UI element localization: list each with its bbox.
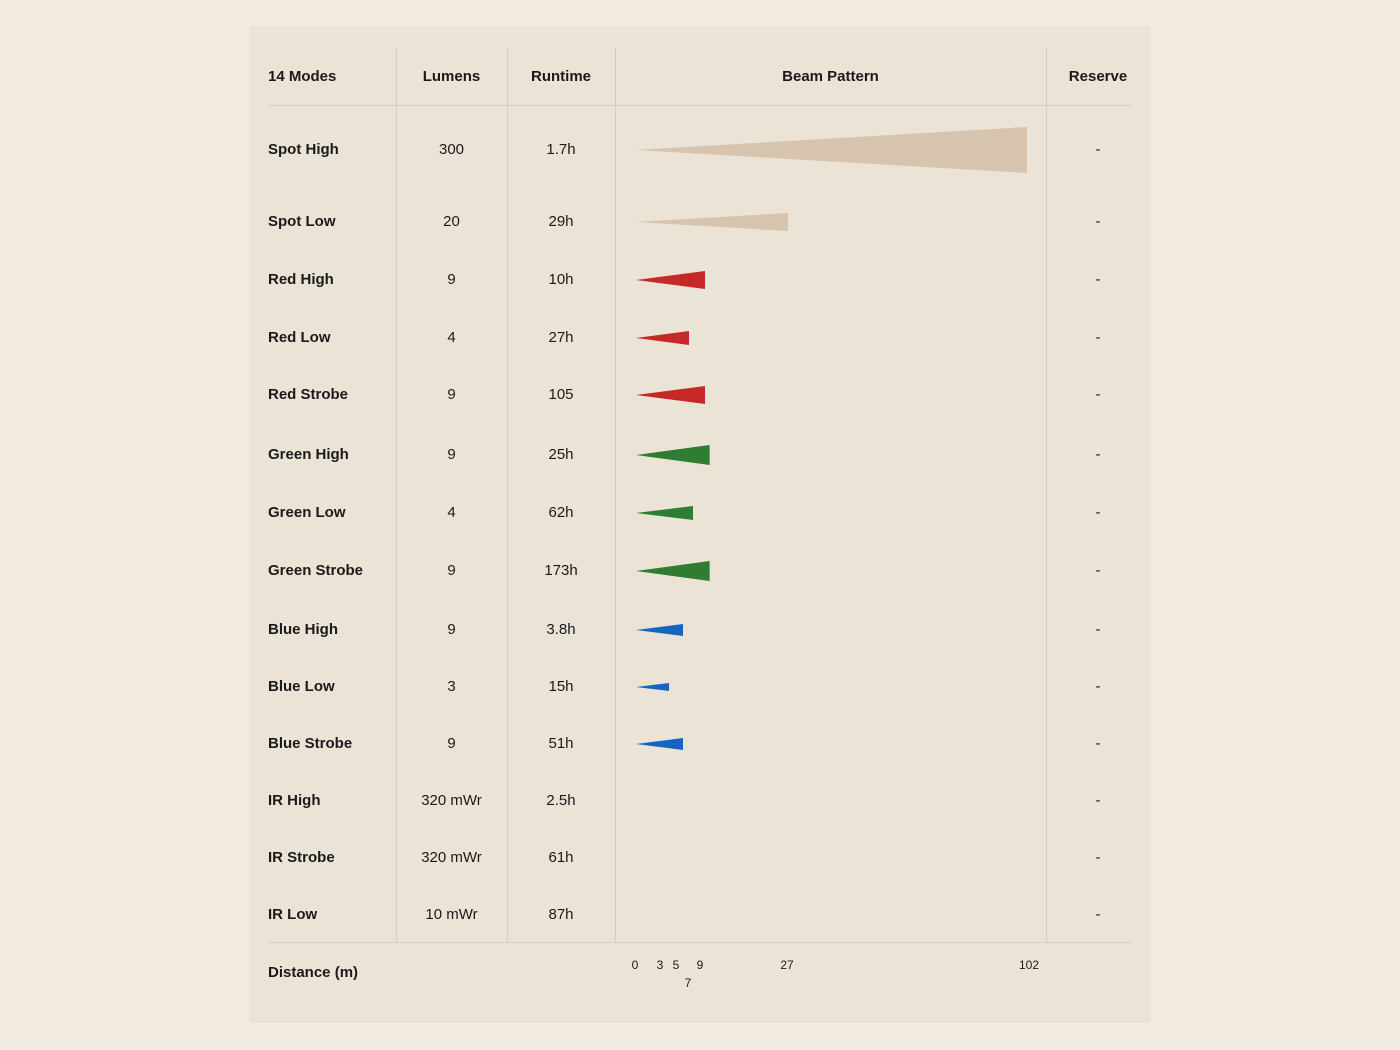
runtime-value: 29h — [548, 213, 574, 230]
reserve-value: - — [1095, 213, 1101, 230]
lumens-value: 320 mWr — [421, 792, 482, 809]
mode-name: IR Strobe — [268, 849, 335, 866]
mode-name: Green High — [268, 446, 349, 463]
reserve-value: - — [1095, 386, 1101, 403]
lumens-value: 9 — [447, 446, 456, 463]
runtime-value: 87h — [548, 906, 574, 923]
reserve-value: - — [1095, 735, 1101, 752]
mode-name: IR Low — [268, 906, 318, 923]
reserve-value: - — [1095, 678, 1101, 695]
reserve-value: - — [1095, 329, 1101, 346]
header-runtime: Runtime — [531, 68, 591, 85]
beam-bar — [636, 386, 705, 404]
runtime-value: 173h — [544, 562, 578, 579]
header-divider — [268, 105, 1131, 106]
distance-tick-label: 9 — [696, 958, 704, 972]
runtime-value: 2.5h — [546, 792, 576, 809]
distance-tick-label: 102 — [1018, 958, 1040, 972]
runtime-value: 61h — [548, 849, 574, 866]
header-beam-pattern: Beam Pattern — [782, 68, 879, 85]
mode-name: Blue Low — [268, 678, 335, 695]
runtime-value: 51h — [548, 735, 574, 752]
mode-table-panel — [249, 26, 1151, 1023]
lumens-value: 300 — [438, 141, 465, 158]
reserve-value: - — [1095, 906, 1101, 923]
lumens-value: 9 — [447, 386, 456, 403]
distance-tick-label: 0 — [631, 958, 639, 972]
header-modes: 14 Modes — [268, 68, 337, 85]
lumens-value: 9 — [447, 621, 456, 638]
beam-bar — [636, 271, 705, 289]
reserve-value: - — [1095, 141, 1101, 158]
runtime-value: 1.7h — [546, 141, 576, 158]
column-divider — [615, 48, 616, 943]
distance-label: Distance (m) — [268, 964, 359, 981]
beam-bar — [636, 331, 689, 345]
distance-tick-label: 3 — [656, 958, 664, 972]
beam-bar — [636, 561, 710, 581]
lumens-value: 20 — [443, 213, 460, 230]
reserve-value: - — [1095, 271, 1101, 288]
distance-tick-label: 27 — [780, 958, 794, 972]
runtime-value: 15h — [548, 678, 574, 695]
beam-bar — [636, 213, 788, 231]
mode-name: Spot High — [268, 141, 339, 158]
beam-bar — [636, 506, 693, 520]
beam-bar — [636, 683, 669, 691]
mode-name: Red Low — [268, 329, 331, 346]
reserve-value: - — [1095, 621, 1101, 638]
runtime-value: 105 — [548, 386, 574, 403]
runtime-value: 25h — [548, 446, 574, 463]
beam-bar — [636, 624, 683, 636]
column-divider — [507, 48, 508, 943]
beam-bar — [636, 445, 710, 465]
reserve-value: - — [1095, 504, 1101, 521]
reserve-value: - — [1095, 562, 1101, 579]
column-divider — [396, 48, 397, 943]
reserve-value: - — [1095, 446, 1101, 463]
mode-name: Blue High — [268, 621, 338, 638]
distance-tick-label: 7 — [684, 976, 692, 990]
mode-name: Green Low — [268, 504, 346, 521]
lumens-value: 4 — [447, 329, 456, 346]
mode-name: Spot Low — [268, 213, 336, 230]
header-lumens: Lumens — [422, 68, 481, 85]
lumens-value: 9 — [447, 271, 456, 288]
lumens-value: 9 — [447, 562, 456, 579]
runtime-value: 3.8h — [546, 621, 576, 638]
reserve-value: - — [1095, 792, 1101, 809]
runtime-value: 27h — [548, 329, 574, 346]
header-reserve: Reserve — [1068, 68, 1128, 85]
lumens-value: 9 — [447, 735, 456, 752]
lumens-value: 3 — [447, 678, 456, 695]
lumens-value: 4 — [447, 504, 456, 521]
footer-divider — [268, 942, 1131, 943]
beam-bar — [636, 738, 683, 750]
mode-name: Green Strobe — [268, 562, 364, 579]
mode-name: IR High — [268, 792, 321, 809]
mode-name: Blue Strobe — [268, 735, 353, 752]
distance-tick-label: 5 — [672, 958, 680, 972]
reserve-value: - — [1095, 849, 1101, 866]
beam-bar — [636, 127, 1027, 173]
mode-name: Red High — [268, 271, 334, 288]
mode-name: Red Strobe — [268, 386, 349, 403]
lumens-value: 320 mWr — [421, 849, 482, 866]
runtime-value: 62h — [548, 504, 574, 521]
lumens-value: 10 mWr — [425, 906, 478, 923]
runtime-value: 10h — [548, 271, 574, 288]
column-divider — [1046, 48, 1047, 943]
